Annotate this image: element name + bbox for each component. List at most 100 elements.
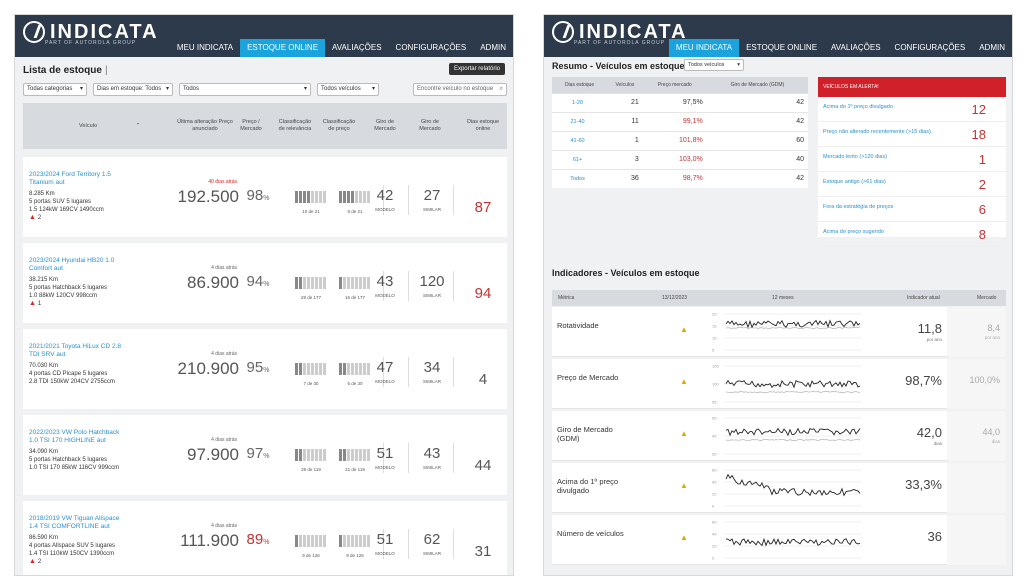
percent-sign: % (263, 367, 270, 374)
days-select[interactable]: Dias em estoque: Todos ▾ (93, 83, 173, 96)
relevance-rank-segment (311, 277, 314, 289)
nav-item[interactable]: CONFIGURAÇÕES (894, 43, 966, 52)
vehicle-name-link[interactable]: 2022/2023 VW Polo Hatchback 1.0 TSI 170 … (29, 429, 120, 444)
price-rank-segment (367, 449, 370, 461)
nav-item[interactable]: CONFIGURAÇÕES (395, 43, 467, 52)
advertised-price[interactable]: 111.900 (180, 531, 239, 550)
alert-count[interactable]: ▲ 2 (29, 558, 41, 565)
indicator-name: Giro de Mercado (GDM) (557, 425, 613, 443)
alert-count[interactable]: ▲ 2 (29, 214, 41, 221)
warning-icon: ▲ (680, 325, 688, 334)
price-rank-segment (355, 449, 358, 461)
indicator-row[interactable]: Giro de Mercado (GDM) ▲ 50 40 30 42,0 dias 44,0… (552, 411, 1006, 461)
advertised-price[interactable]: 210.900 (177, 359, 239, 378)
alert-count[interactable]: 8 (978, 227, 986, 242)
col-relevance[interactable]: Classificação de relevância (278, 119, 312, 132)
alert-row[interactable]: Acima do 1º preço divulgado 12 (818, 97, 1006, 122)
days-range-link[interactable]: Todos (552, 168, 608, 188)
nav-item[interactable]: AVALIAÇÕES (831, 43, 881, 52)
alert-label-link[interactable]: Mercado lento (>120 dias) (823, 154, 888, 160)
alert-count[interactable]: 18 (971, 127, 986, 142)
relevance-rank-bar (295, 535, 326, 547)
indicata-logo[interactable]: INDICATA (552, 21, 688, 43)
price-rank-segment (363, 363, 366, 375)
vehicles-select[interactable]: Todos veículos ▾ (317, 83, 379, 96)
percent-sign: % (263, 281, 270, 288)
relevance-rank-segment (303, 535, 306, 547)
vehicle-card[interactable]: 2023/2024 Ford Territory 1.5 Titanium au… (23, 157, 507, 237)
vehicle-engine: 1.4 TSI 110kW 150CV 1390ccm (29, 551, 115, 557)
indicator-row[interactable]: Acima do 1º preço divulgado ▲ 60 40 20 0 33,3% (552, 463, 1006, 513)
indicators-title: Indicadores - Veículos em estoque (552, 268, 700, 278)
vehicle-engine: 1.0 TSI 170 85kW 116CV 999ccm (29, 465, 120, 471)
relevance-rank-label: 29 de 177 (300, 295, 322, 300)
tick-label: 20 (712, 544, 717, 549)
advertised-price[interactable]: 86.900 (187, 273, 239, 292)
price-rank-bar (339, 363, 370, 375)
vehicle-name-link[interactable]: 2023/2024 Hyundai HB20 1.0 Comfort aut (29, 257, 115, 272)
col-giro-similar[interactable]: Giro de Mercado (419, 119, 441, 132)
export-report-button[interactable]: Exportar relatório (448, 63, 505, 75)
alert-row[interactable]: Fora da estratégia de preços 6 (818, 197, 1006, 222)
vehicle-name-link[interactable]: 2018/2019 VW Tiguan Allspace 1.4 TSI COM… (29, 515, 120, 530)
alert-label-link[interactable]: Acima do 1º preço divulgado (823, 104, 893, 110)
alert-label-link[interactable]: Acima do preço sugerido (823, 229, 884, 235)
col-days-online[interactable]: Dias estoque online (466, 119, 500, 132)
vehicle-card[interactable]: 2021/2021 Toyota HiLux CD 2.8 TDI SRV au… (23, 329, 507, 409)
alert-count[interactable]: 2 (978, 177, 986, 192)
sort-icon[interactable]: ⌃ (135, 122, 141, 129)
nav-item[interactable]: ADMIN (979, 43, 1005, 52)
days-range-link[interactable]: 1-20 (552, 92, 608, 112)
relevance-rank-segment (295, 449, 298, 461)
nav-item[interactable]: ESTOQUE ONLINE (746, 43, 818, 52)
vehicle-name-link[interactable]: 2021/2021 Toyota HiLux CD 2.8 TDI SRV au… (29, 343, 122, 358)
divider (453, 185, 454, 215)
vehicle-name-link[interactable]: 2023/2024 Ford Territory 1.5 Titanium au… (29, 171, 111, 186)
days-range-link[interactable]: 41-60 (552, 130, 608, 150)
price-rank-segment (367, 277, 370, 289)
vehicle-card[interactable]: 2022/2023 VW Polo Hatchback 1.0 TSI 170 … (23, 415, 507, 495)
tick-label: 30 (712, 452, 717, 457)
price-rank-segment (359, 191, 362, 203)
alert-label-link[interactable]: Preço não alterado recentemente (>15 dia… (823, 129, 931, 135)
alert-row[interactable]: Preço não alterado recentemente (>15 dia… (818, 122, 1006, 147)
days-range-link[interactable]: 21-40 (552, 111, 608, 131)
nav-item[interactable]: MEU INDICATA (176, 43, 234, 52)
alert-count[interactable]: 12 (971, 102, 986, 117)
vehicle-card[interactable]: 2023/2024 Hyundai HB20 1.0 Comfort aut 38… (23, 243, 507, 323)
indicator-row[interactable]: Número de veículos ▲ 60 40 20 0 36 (552, 515, 1006, 565)
vehicle-card[interactable]: 2018/2019 VW Tiguan Allspace 1.4 TSI COM… (23, 501, 507, 575)
alert-row[interactable]: Estoque antigo (>61 dias) 2 (818, 172, 1006, 197)
col-price-market[interactable]: Preço / Mercado (240, 119, 262, 132)
days-range-link[interactable]: 61+ (552, 149, 608, 169)
category-select[interactable]: Todas categorias ▾ (23, 83, 87, 96)
alert-count[interactable]: ▲ 1 (29, 300, 41, 307)
nav-item[interactable]: MEU INDICATA (668, 39, 740, 57)
indicator-row[interactable]: Preço de Mercado ▲ 105 100 95 98,7% 100,0% (552, 359, 1006, 409)
indicator-row[interactable]: Rotatividade ▲ 20 15 10 5 11,8 por ano 8,4 por an… (552, 307, 1006, 357)
alert-count[interactable]: 1 (978, 152, 986, 167)
indicata-logo-icon (23, 21, 45, 43)
col-price-class[interactable]: Classificação de preço (322, 119, 356, 132)
price-market-value: 95 (246, 359, 264, 376)
alert-row[interactable]: Acima do preço sugerido 8 (818, 222, 1006, 247)
alert-row[interactable]: Mercado lento (>120 dias) 1 (818, 147, 1006, 172)
summary-vehicles-select[interactable]: Todos veículos ▾ (684, 59, 744, 71)
advertised-price[interactable]: 192.500 (177, 187, 239, 206)
nav-item[interactable]: AVALIAÇÕES (332, 43, 382, 52)
vehicle-count: 3 (607, 149, 643, 169)
all-select[interactable]: Todos ▾ (179, 83, 311, 96)
col-giro-model[interactable]: Giro de Mercado (374, 119, 396, 132)
nav-item[interactable]: ESTOQUE ONLINE (240, 39, 326, 57)
nav-item[interactable]: ADMIN (480, 43, 506, 52)
alert-label-link[interactable]: Fora da estratégia de preços (823, 204, 894, 210)
col-vehicle[interactable]: Veículo (78, 122, 98, 129)
col-last-change[interactable]: Última alteração Preço anunciado (177, 119, 233, 132)
alert-count[interactable]: 6 (978, 202, 986, 217)
indicata-logo[interactable]: INDICATA (23, 21, 159, 43)
advertised-price[interactable]: 97.900 (187, 445, 239, 464)
vehicle-search-input[interactable]: Encontre veículo no estoque ⌕ (413, 83, 507, 96)
alert-label-link[interactable]: Estoque antigo (>61 dias) (823, 179, 886, 185)
vehicle-km: 86.590 Km (29, 535, 59, 541)
chevron-down-icon: ▾ (79, 86, 83, 92)
